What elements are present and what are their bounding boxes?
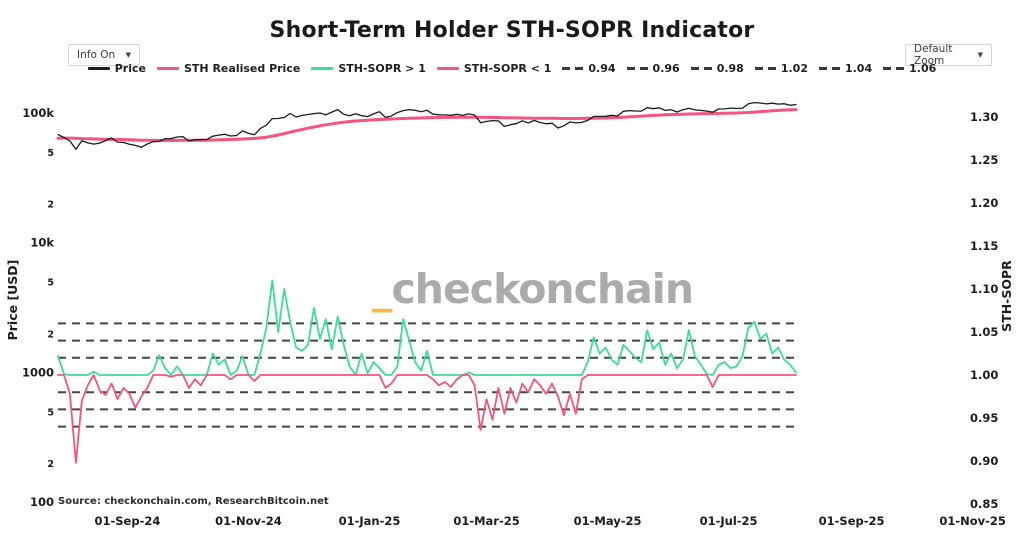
legend-item-label: STH-SOPR > 1 xyxy=(338,62,426,75)
legend-item-sth-sopr-1[interactable]: STH-SOPR < 1 xyxy=(436,62,552,75)
legend-item-1-02[interactable]: 1.02 xyxy=(754,62,808,75)
x-tick-label: 01-Nov-24 xyxy=(215,514,282,528)
y-left-tick-label: 2 xyxy=(47,329,54,340)
zoom-dropdown[interactable]: Default Zoom ▼ xyxy=(905,43,992,67)
y-left-tick-label: 5 xyxy=(47,278,54,289)
y-right-tick-label: 0.85 xyxy=(970,497,998,511)
legend-item-label: 1.04 xyxy=(844,62,873,75)
legend-item-label: 1.06 xyxy=(909,62,937,75)
y-right-tick-label: 1.30 xyxy=(970,110,998,124)
legend-item-0-96[interactable]: 0.96 xyxy=(626,62,680,75)
legend-item-sth-realised-price[interactable]: STH Realised Price xyxy=(157,62,300,75)
legend-item-sth-sopr-1[interactable]: STH-SOPR > 1 xyxy=(311,62,426,75)
x-tick-label: 01-Mar-25 xyxy=(453,514,519,528)
source-note: Source: checkonchain.com, ResearchBitcoi… xyxy=(58,496,329,507)
legend-item-price[interactable]: Price xyxy=(87,62,146,75)
y-left-tick-label: 5 xyxy=(47,407,54,418)
legend-item-0-98[interactable]: 0.98 xyxy=(690,62,744,75)
legend-item-label: 1.02 xyxy=(780,62,808,75)
legend-item-0-94[interactable]: 0.94 xyxy=(562,62,616,75)
x-tick-label: 01-Jul-25 xyxy=(700,514,758,528)
y-right-tick-label: 1.05 xyxy=(970,325,998,339)
y-left-tick-label: 5 xyxy=(47,148,54,159)
legend-dash-swatch xyxy=(818,67,840,70)
sth-realised-price-line xyxy=(56,108,798,142)
y-right-tick-label: 1.00 xyxy=(970,368,998,382)
y-left-tick-label: 2 xyxy=(47,200,54,211)
legend-item-1-06[interactable]: 1.06 xyxy=(883,62,936,75)
y-left-tick-label: 100k xyxy=(22,106,54,120)
caret-down-icon: ▼ xyxy=(125,51,131,59)
x-tick-label: 01-Nov-25 xyxy=(939,514,1006,528)
y-left-tick-label: 1000 xyxy=(22,365,54,379)
y-right-tick-label: 0.90 xyxy=(970,454,998,468)
y-left-tick-label: 10k xyxy=(30,236,54,250)
caret-down-icon: ▼ xyxy=(977,51,983,59)
checkonchain-watermark: _checkonchain xyxy=(372,265,695,313)
legend-line-swatch xyxy=(87,67,110,70)
legend-dash-swatch xyxy=(690,67,712,70)
legend-item-label: 0.94 xyxy=(588,62,616,75)
y-right-tick-label: 1.25 xyxy=(970,153,998,167)
zoom-dropdown-label: Default Zoom xyxy=(914,43,953,67)
price-line xyxy=(57,101,797,150)
sth-sopr-below-1-line xyxy=(57,374,797,464)
legend-item-label: STH Realised Price xyxy=(184,62,301,75)
y-left-axis-title: Price [USD] xyxy=(5,260,20,341)
y-right-tick-label: 1.10 xyxy=(970,282,998,296)
x-tick-label: 01-Jan-25 xyxy=(339,514,401,528)
x-tick-label: 01-Sep-25 xyxy=(819,514,885,528)
legend-line-swatch xyxy=(436,67,459,70)
legend-dash-swatch xyxy=(754,67,776,70)
y-left-tick-label: 100 xyxy=(30,495,54,509)
page-title: Short-Term Holder STH-SOPR Indicator xyxy=(269,18,755,43)
info-dropdown-label: Info On xyxy=(77,49,116,61)
info-dropdown[interactable]: Info On ▼ xyxy=(68,44,140,66)
legend-line-swatch xyxy=(157,67,179,70)
legend-item-label: STH-SOPR < 1 xyxy=(463,62,552,75)
y-left-tick-label: 2 xyxy=(47,459,54,470)
watermark-underscore: _ xyxy=(372,265,392,313)
legend-item-label: 0.98 xyxy=(716,62,744,75)
y-right-tick-label: 0.95 xyxy=(970,411,998,425)
legend-item-label: 0.96 xyxy=(652,62,680,75)
legend-item-label: Price xyxy=(114,62,146,75)
x-tick-label: 01-Sep-24 xyxy=(95,514,161,528)
legend-line-swatch xyxy=(311,67,334,70)
legend: Price STH Realised Price STH-SOPR > 1 STH-S… xyxy=(0,62,1024,75)
watermark-text: checkonchain xyxy=(391,265,695,313)
x-tick-label: 01-May-25 xyxy=(574,514,642,528)
y-right-tick-label: 1.15 xyxy=(970,239,998,253)
y-right-tick-label: 1.20 xyxy=(970,196,998,210)
legend-dash-swatch xyxy=(626,67,648,70)
legend-dash-swatch xyxy=(883,67,905,70)
legend-item-1-04[interactable]: 1.04 xyxy=(818,62,873,75)
y-right-axis-title: STH-SOPR xyxy=(999,260,1014,332)
legend-dash-swatch xyxy=(562,67,584,70)
sth-sopr-above-1-line xyxy=(57,279,797,376)
